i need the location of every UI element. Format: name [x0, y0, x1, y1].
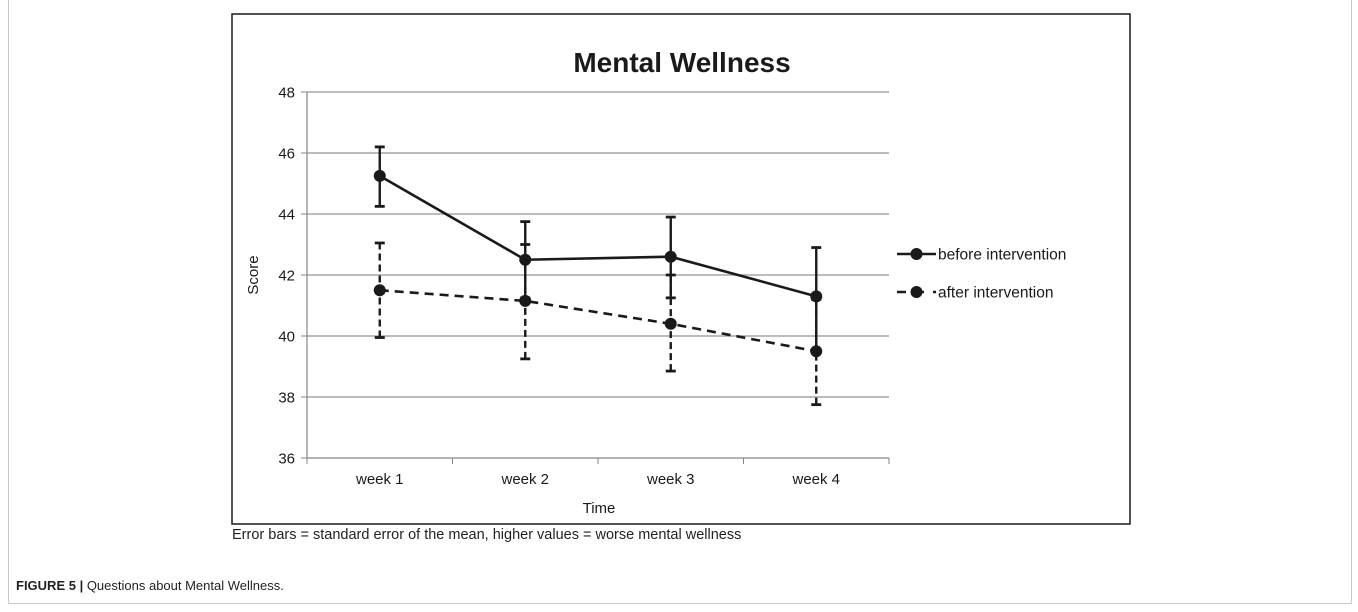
- chart-title: Mental Wellness: [573, 47, 790, 78]
- legend-label: before intervention: [938, 247, 1066, 264]
- legend: before intervention after intervention: [897, 247, 1066, 302]
- x-tick-label: week 4: [791, 471, 840, 488]
- y-tick-label: 44: [278, 207, 295, 224]
- y-axis-title: Score: [245, 255, 262, 294]
- data-point: [664, 317, 677, 330]
- series-line: [379, 174, 817, 298]
- data-point: [664, 250, 677, 263]
- data-point: [373, 284, 386, 297]
- series-after-intervention: [373, 241, 823, 407]
- chart: 36 38 40 42 44 46 48 week 1 week 2 week 3 week 4 b…: [231, 13, 1131, 525]
- gridlines: [307, 91, 889, 398]
- y-tick-label: 46: [278, 146, 295, 163]
- chart-footnote: Error bars = standard error of the mean,…: [232, 527, 742, 543]
- x-tick-label: week 1: [355, 471, 404, 488]
- y-tick-label: 48: [278, 85, 295, 102]
- legend-label: after intervention: [938, 285, 1053, 302]
- y-tick-label: 42: [278, 268, 295, 285]
- x-tick-label: week 3: [646, 471, 695, 488]
- figure-caption: FIGURE 5 | Questions about Mental Wellne…: [16, 578, 284, 593]
- y-tick-label: 36: [278, 451, 295, 468]
- series-before-intervention: [373, 145, 823, 353]
- y-tick-label: 38: [278, 390, 295, 407]
- data-point: [519, 253, 532, 266]
- figure-caption-label: FIGURE 5 |: [16, 578, 84, 593]
- chart-area-border: [231, 13, 1131, 525]
- figure-frame: [8, 0, 1352, 604]
- axes: 36 38 40 42 44 46 48 week 1 week 2 week 3 week 4: [278, 85, 890, 488]
- data-point: [373, 169, 386, 182]
- legend-marker: [910, 248, 923, 260]
- x-axis-title: Time: [583, 500, 616, 517]
- legend-marker: [910, 286, 923, 298]
- x-tick-label: week 2: [500, 471, 549, 488]
- figure-caption-text: Questions about Mental Wellness.: [83, 578, 284, 593]
- y-tick-label: 40: [278, 329, 295, 346]
- data-point: [810, 290, 823, 303]
- series-line: [379, 288, 817, 353]
- series: [373, 145, 823, 407]
